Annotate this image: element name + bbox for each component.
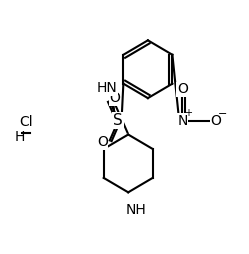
Text: O: O — [109, 91, 120, 105]
Text: HN: HN — [97, 81, 118, 95]
Text: NH: NH — [125, 203, 146, 217]
Text: N: N — [177, 114, 187, 128]
Text: +: + — [185, 108, 192, 118]
Text: −: − — [218, 109, 227, 119]
Text: O: O — [210, 114, 221, 128]
Text: Cl: Cl — [19, 115, 33, 129]
Text: S: S — [114, 113, 123, 128]
Text: O: O — [177, 82, 188, 96]
Text: O: O — [97, 135, 108, 149]
Text: H: H — [15, 130, 25, 144]
